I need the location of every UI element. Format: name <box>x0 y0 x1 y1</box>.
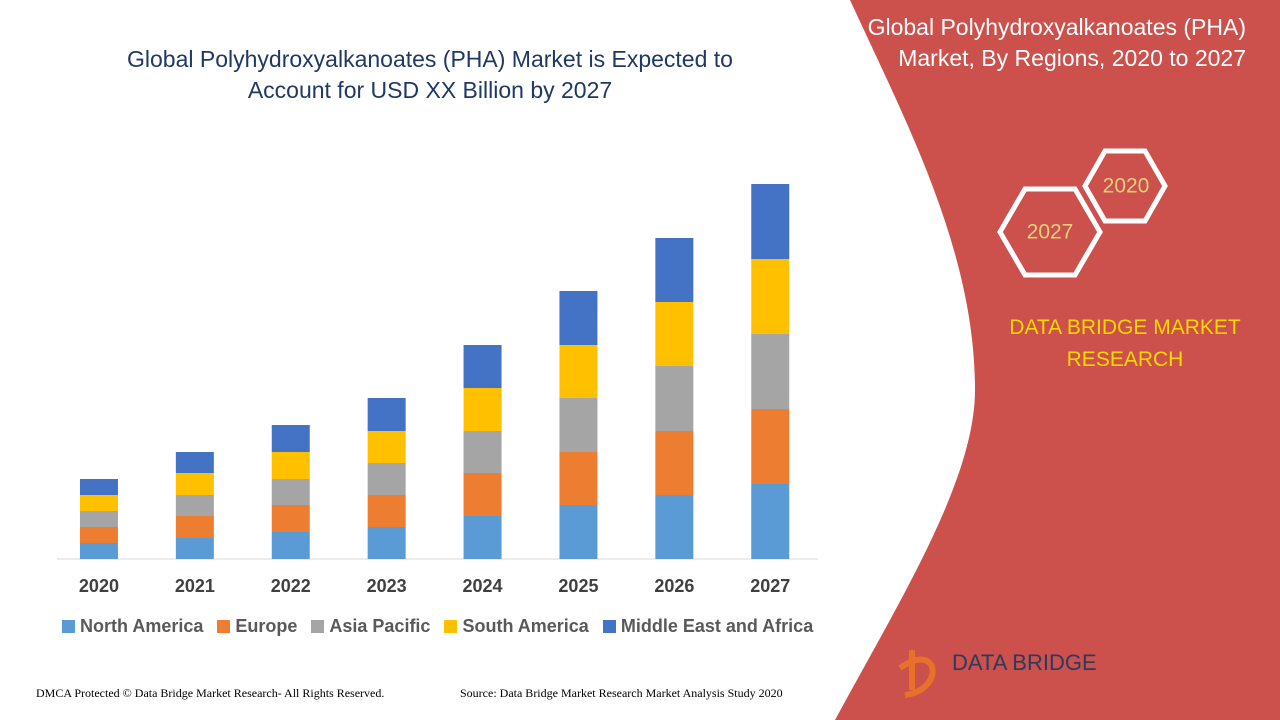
legend-label: Middle East and Africa <box>620 616 814 636</box>
bar-segment <box>463 516 502 559</box>
hexagon <box>997 186 1103 278</box>
legend-swatch <box>62 620 75 633</box>
bar-segment <box>175 516 214 538</box>
bar-segment <box>655 238 694 302</box>
bar-segment <box>79 527 118 543</box>
chart-title: Global Polyhydroxyalkanoates (PHA) Marke… <box>127 46 733 103</box>
bar-segment <box>79 495 118 511</box>
bar-segment <box>559 505 598 559</box>
bar-segment <box>79 479 118 495</box>
legend-item: Europe <box>217 616 297 637</box>
legend-label: Asia Pacific <box>329 616 431 636</box>
bar-segment <box>271 452 310 479</box>
bar-segment <box>655 366 694 431</box>
bar-segment <box>751 184 790 259</box>
bar-segment <box>559 345 598 398</box>
bar-segment <box>559 398 598 452</box>
bar-segment <box>463 431 502 473</box>
bar-segment <box>463 388 502 431</box>
legend-item: South America <box>444 616 589 637</box>
hex-label: 2027 <box>1027 221 1074 244</box>
side-panel <box>835 0 1280 720</box>
bar-segment <box>175 538 214 559</box>
x-tick-label: 2026 <box>654 576 694 596</box>
legend-item: Middle East and Africa <box>602 616 814 637</box>
brand: DATA BRIDGE MARKET RESEARCH <box>1009 316 1241 371</box>
logo-text: DATA BRIDGE <box>952 650 1097 675</box>
bar-segment <box>367 398 406 431</box>
legend-label: Europe <box>235 616 298 636</box>
x-tick-label: 2021 <box>175 576 215 596</box>
bar-segment <box>559 452 598 505</box>
bar-segment <box>367 527 406 559</box>
bar-segment <box>271 425 310 452</box>
legend-swatch <box>311 620 325 633</box>
bar-segment <box>751 259 790 334</box>
bar-segment <box>79 543 118 559</box>
x-tick-label: 2022 <box>271 576 311 596</box>
bar-segment <box>559 291 598 345</box>
bar-segment <box>367 463 406 495</box>
hexagon <box>1082 148 1168 224</box>
x-tick-label: 2027 <box>750 576 790 596</box>
bar-segment <box>751 484 790 559</box>
bar-segment <box>271 505 310 532</box>
copyright: DMCA Protected © Data Bridge Market Rese… <box>36 686 385 700</box>
x-tick-label: 2025 <box>558 576 598 596</box>
bar-segment <box>271 532 310 559</box>
bar-segment <box>655 431 694 495</box>
legend-item: North America <box>62 616 203 637</box>
panel-title: Global Polyhydroxyalkanoates (PHA) Marke… <box>867 14 1246 71</box>
logo-mark <box>898 650 936 698</box>
bar-segment <box>79 511 118 527</box>
bar-segment <box>175 452 214 473</box>
legend-swatch <box>217 620 231 633</box>
source: Source: Data Bridge Market Research Mark… <box>460 686 783 700</box>
bar-segment <box>175 473 214 495</box>
bar-segment <box>367 495 406 527</box>
legend-item: Asia Pacific <box>311 616 430 637</box>
legend-label: North America <box>80 616 204 636</box>
bar-segment <box>175 495 214 516</box>
x-tick-label: 2020 <box>79 576 119 596</box>
legend: North America Europe Asia Pacific South Ame… <box>62 616 813 637</box>
hex-label: 2020 <box>1103 175 1150 198</box>
bar-segment <box>751 409 790 484</box>
bar-segment <box>655 302 694 366</box>
x-tick-label: 2023 <box>367 576 407 596</box>
bar-segment <box>751 334 790 409</box>
bar-segment <box>655 495 694 559</box>
legend-swatch <box>444 620 458 633</box>
bar-segment <box>367 431 406 463</box>
bar-segment <box>463 473 502 516</box>
bar-segment <box>463 345 502 388</box>
bar-segment <box>271 479 310 505</box>
legend-swatch <box>602 620 616 633</box>
legend-label: South America <box>462 616 589 636</box>
x-tick-label: 2024 <box>463 576 503 596</box>
